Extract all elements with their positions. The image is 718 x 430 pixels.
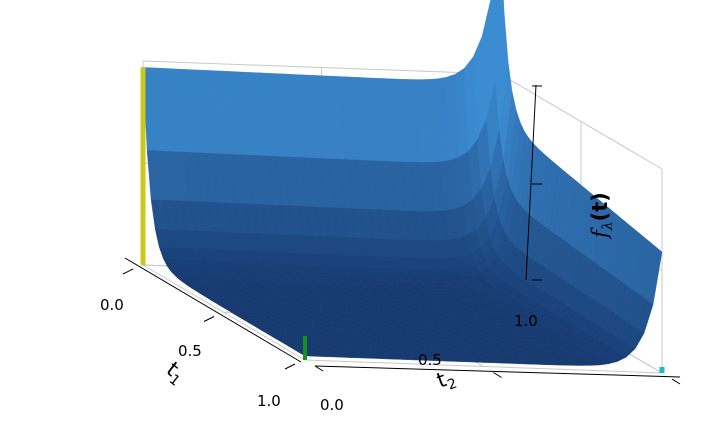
y-tick-label-2: 1.0 bbox=[514, 312, 538, 330]
edge-lines bbox=[140, 67, 665, 373]
x-tick-label-2: 1.0 bbox=[257, 392, 281, 410]
x-axis-line bbox=[124, 257, 302, 363]
z-axis-label-sub: λ bbox=[600, 221, 616, 231]
y-tick-label-0: 0.0 bbox=[320, 396, 344, 414]
x-tick-label-0: 0.0 bbox=[100, 296, 124, 314]
y-tick-labels: 0.0 0.5 1.0 bbox=[320, 312, 538, 414]
z-axis-label-bold: (t) bbox=[588, 192, 612, 221]
grid-left-h-2 bbox=[142, 60, 501, 75]
y-axis-line bbox=[314, 365, 681, 378]
x-tick-1 bbox=[203, 316, 215, 322]
y-tick-1 bbox=[493, 372, 502, 378]
x-tick-labels: 0.0 0.5 1.0 bbox=[100, 296, 281, 410]
grid-back-h-2 bbox=[499, 73, 663, 170]
y-tick-label-1: 0.5 bbox=[418, 351, 442, 369]
x-axis-label: t1 bbox=[159, 357, 190, 390]
y-tick-2 bbox=[671, 378, 681, 385]
surface bbox=[142, 0, 663, 366]
grid-floor-x-2 bbox=[304, 359, 663, 374]
axes bbox=[122, 84, 681, 385]
y-axis-label-sub: 2 bbox=[445, 376, 459, 394]
z-axis-label: fλ(t) bbox=[588, 192, 616, 240]
y-tick-0 bbox=[314, 365, 324, 372]
z-axis-label-main: f bbox=[588, 227, 612, 240]
x-tick-2 bbox=[284, 363, 296, 370]
z-axis-line bbox=[525, 84, 537, 281]
x-tick-label-1: 0.5 bbox=[178, 342, 202, 360]
y-axis-label: t2 bbox=[434, 364, 460, 396]
x-tick-0 bbox=[122, 268, 134, 275]
